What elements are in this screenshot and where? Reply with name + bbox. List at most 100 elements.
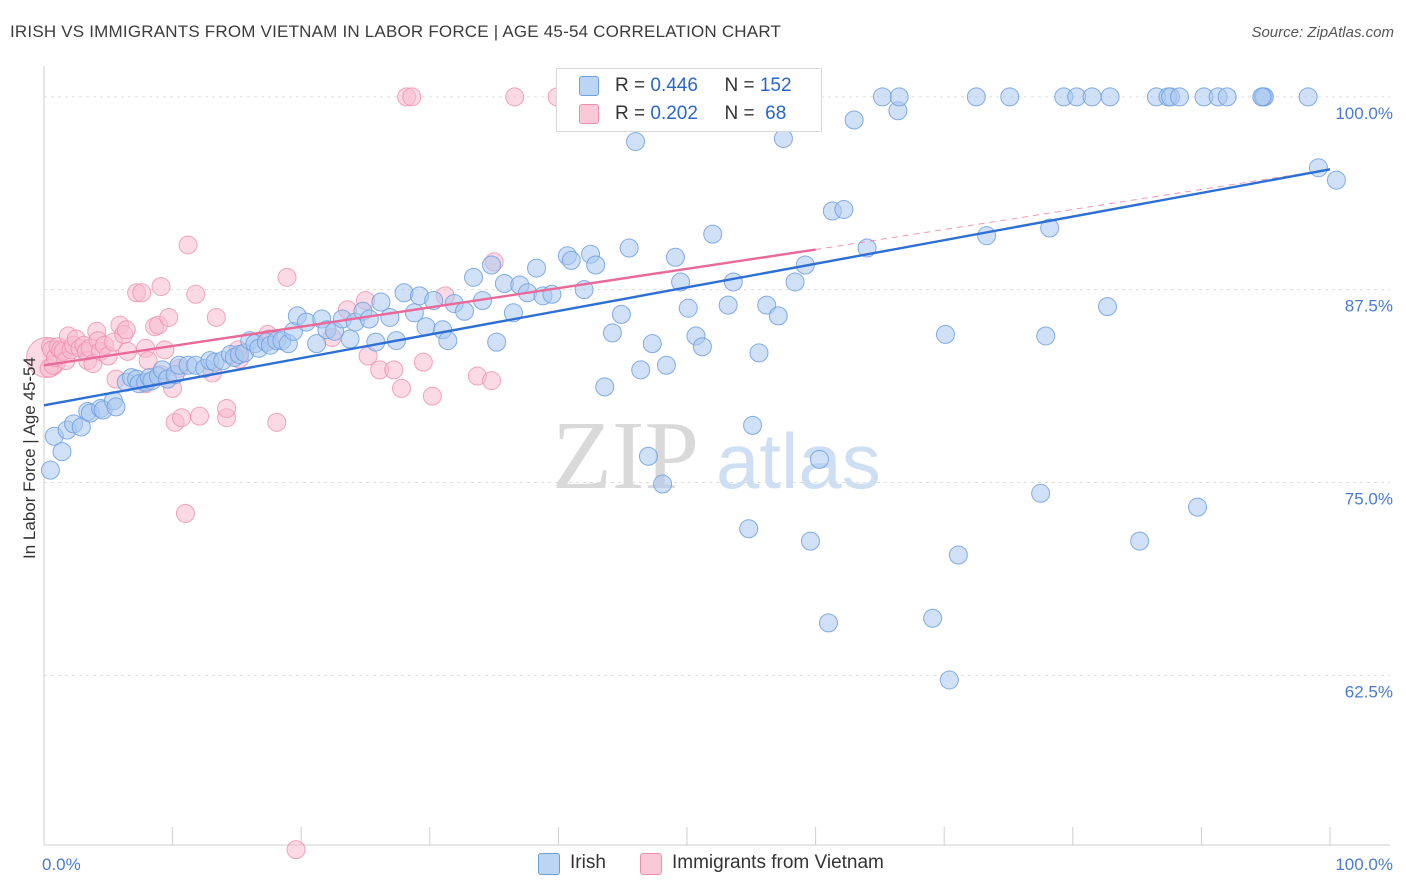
y-tick-label: 75.0% [1345,489,1393,508]
irish-point [1040,218,1060,238]
trend-lines [43,168,1331,407]
irish-point [656,355,676,375]
viet-points [26,87,567,860]
viet-legend-swatch [640,853,662,875]
viet-point [190,406,210,426]
irish-point [785,272,805,292]
viet-point [392,378,412,398]
irish-n-label: N = [724,75,760,96]
y-axis-label: In Labor Force | Age 45-54 [20,357,39,559]
irish-point [844,110,864,130]
irish-point [106,397,126,417]
irish-point [723,272,743,292]
viet-point [402,87,422,107]
irish-point [1082,87,1102,107]
irish-point [340,329,360,349]
irish-point [626,132,646,152]
irish-trend-line [43,168,1331,407]
source-credit: Source: ZipAtlas.com [1251,24,1394,41]
watermark-zip: ZIP [552,402,699,510]
viet-point [151,277,171,297]
irish-point [966,87,986,107]
irish-point [1000,87,1020,107]
irish-point [1326,170,1346,190]
viet-point [277,267,297,287]
irish-point [1031,483,1051,503]
irish-point [40,460,60,480]
irish-point [718,295,738,315]
irish-point [1308,158,1328,178]
viet-point [186,284,206,304]
irish-point [818,613,838,633]
series-legend: Irish Immigrants from Vietnam [0,851,1406,879]
viet-point [155,340,175,360]
irish-point [371,292,391,312]
viet-point [413,352,433,372]
irish-point [561,250,581,270]
irish-points [40,87,1346,690]
irish-point [665,247,685,267]
irish-point [653,474,673,494]
irish-point [935,324,955,344]
irish-point [464,267,484,287]
irish-point [1098,297,1118,317]
irish-legend-label: Irish [570,852,606,873]
irish-point [889,87,909,107]
viet-point [175,503,195,523]
watermark-atlas: atlas [716,417,881,505]
irish-point [1130,531,1150,551]
grid-lines [44,96,1390,676]
y-tick-label: 62.5% [1345,682,1393,701]
viet-point [178,235,198,255]
irish-point [438,331,458,351]
viet-point [482,371,502,391]
irish-point [1100,87,1120,107]
viet-point [206,307,226,327]
viet-point [286,840,306,860]
irish-point [692,337,712,357]
watermark: ZIP atlas [552,402,881,510]
irish-point [482,255,502,275]
irish-point [939,670,959,690]
irish-point [1217,87,1237,107]
irish-point [1170,87,1190,107]
irish-n-value: 152 [759,75,792,96]
irish-point [773,129,793,149]
irish-point [1252,87,1272,107]
irish-point [638,446,658,466]
irish-point [52,442,72,462]
viet-point [116,320,136,340]
viet-trend-line [43,248,816,367]
x-tick-label: 0.0% [42,855,81,874]
chart-title: IRISH VS IMMIGRANTS FROM VIETNAM IN LABO… [10,22,782,41]
viet-point [217,398,237,418]
irish-point [678,298,698,318]
irish-point [296,312,316,332]
irish-point [307,334,327,354]
irish-point [923,608,943,628]
irish-r-value: 0.446 [650,75,698,96]
irish-point [642,334,662,354]
viet-r-value: 0.202 [650,103,698,124]
viet-point [172,408,192,428]
irish-point [948,545,968,565]
tick-labels: 100.0% 87.5% 75.0% 62.5% 0.0% 100.0% [42,104,1393,874]
stats-legend: R = 0.446 N = 152 R = 0.202 N = 68 [556,68,822,132]
viet-point [384,360,404,380]
viet-trend-extension [815,168,1331,251]
irish-point [380,307,400,327]
irish-point [394,283,414,303]
irish-point [749,343,769,363]
viet-point [505,87,525,107]
irish-point [602,323,622,343]
irish-point [1188,497,1208,517]
viet-point [267,412,287,432]
y-tick-label: 100.0% [1335,104,1393,123]
irish-swatch [579,76,599,96]
irish-point [1036,326,1056,346]
axes [43,66,1390,846]
irish-point [834,199,854,219]
irish-r-label: R = [615,75,651,96]
irish-point [359,309,379,329]
